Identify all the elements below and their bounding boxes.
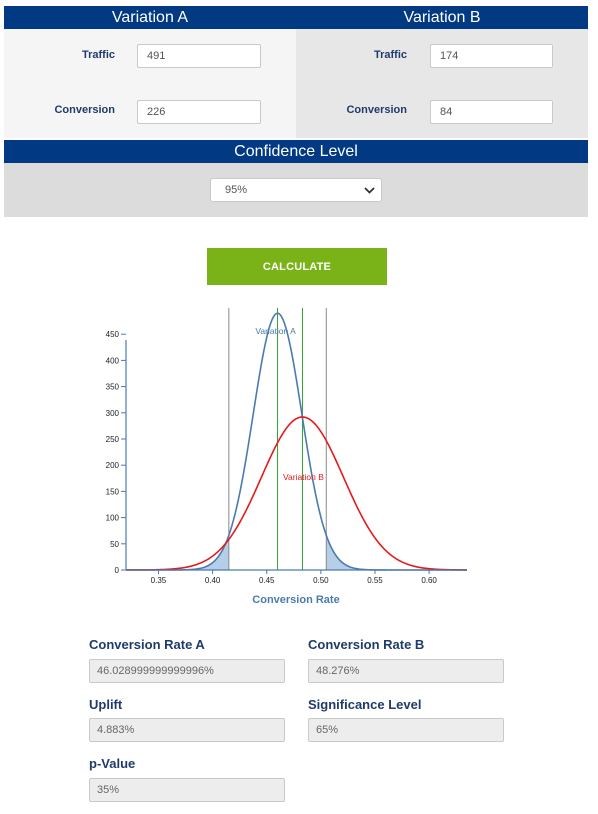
variation-b-traffic-input[interactable] [430,44,553,68]
y-tick-label-5: 250 [106,435,120,444]
series-line-0 [126,312,467,571]
y-tick-label-8: 400 [106,356,120,365]
variation-b-conversion-input[interactable] [430,100,553,124]
x-tick-label-0: 0.35 [151,576,167,585]
series-label-variation-b: Variation B [283,472,324,482]
y-tick-label-9: 450 [106,330,120,339]
uplift-output: 4.883% [89,718,285,742]
confidence-level-header: Confidence Level [4,140,588,163]
variation-b-conversion-label: Conversion [346,104,407,116]
x-tick-label-3: 0.50 [313,576,329,585]
y-tick-label-1: 50 [110,540,119,549]
variation-a-traffic-input[interactable] [137,44,261,68]
conversion-rate-b-output: 48.276% [308,659,504,683]
significance-level-output: 65% [308,718,504,742]
variation-a-traffic-label: Traffic [81,49,115,61]
calculate-button[interactable]: CALCULATE [207,248,387,285]
chevron-down-icon [364,187,375,194]
variation-a-conversion-label: Conversion [54,104,115,116]
shaded-region-1 [326,535,467,570]
variation-a-header: Variation A [4,6,296,29]
x-tick-label-4: 0.55 [367,576,383,585]
uplift-label: Uplift [89,697,123,712]
chart-vertical-lines [228,308,327,570]
x-tick-label-5: 0.60 [421,576,437,585]
variation-b-header: Variation B [296,6,588,29]
p-value-label: p-Value [89,756,136,771]
chart-shaded-regions [126,535,467,570]
conversion-rate-a-output: 46.028999999999996% [89,659,285,683]
x-tick-label-1: 0.40 [205,576,221,585]
series-line-1 [125,416,467,571]
y-tick-label-3: 150 [106,487,120,496]
confidence-level-value: 95% [225,184,248,196]
y-tick-label-6: 300 [106,409,120,418]
confidence-level-select[interactable]: 95% [210,178,382,202]
variation-a-conversion-input[interactable] [137,100,261,124]
chart-series-labels: Variation A Variation B [255,326,324,482]
series-label-variation-a: Variation A [255,326,296,336]
y-tick-label-4: 200 [106,461,120,470]
variation-b-traffic-label: Traffic [373,49,407,61]
conversion-rate-b-label: Conversion Rate B [308,637,425,652]
chart-x-axis-label: Conversion Rate [252,594,339,606]
significance-level-label: Significance Level [308,697,422,712]
chart-axes: 0 50 100 150 200 250 300 350 400 450 0.35 0.40 0.45 0… [106,330,467,585]
shaded-region-0 [126,535,229,570]
p-value-output: 35% [89,778,285,802]
x-tick-label-2: 0.45 [259,576,275,585]
conversion-rate-chart: 0 50 100 150 200 250 300 350 400 450 0.35 0.40 0.45 0… [106,308,467,606]
conversion-rate-a-label: Conversion Rate A [89,637,205,652]
y-tick-label-2: 100 [106,514,120,523]
y-tick-label-7: 350 [106,383,120,392]
chart-curves [125,312,467,571]
y-tick-label-0: 0 [115,566,120,575]
